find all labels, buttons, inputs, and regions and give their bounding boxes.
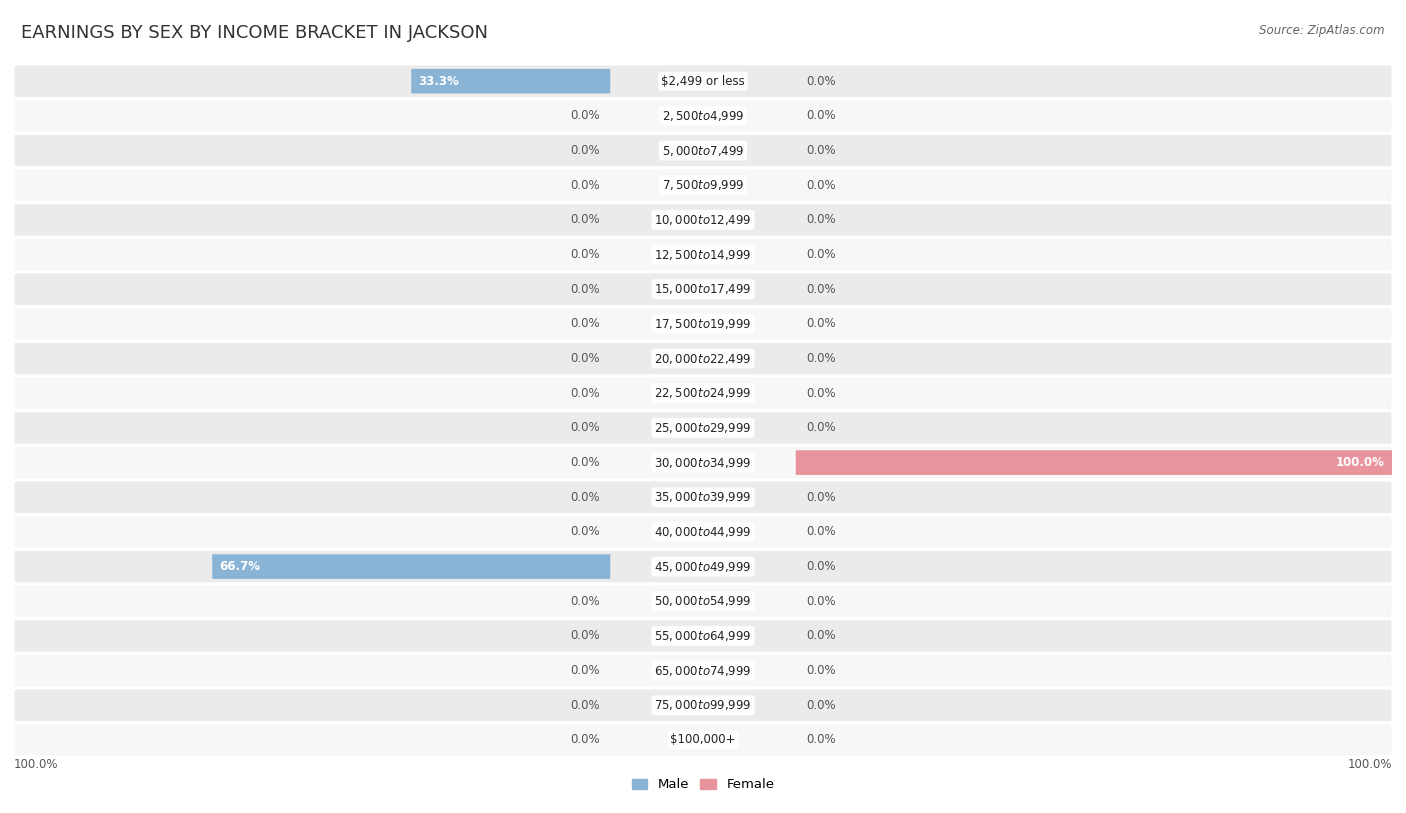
FancyBboxPatch shape [13, 654, 1393, 688]
Text: $2,499 or less: $2,499 or less [661, 75, 745, 88]
Text: 0.0%: 0.0% [807, 629, 837, 642]
Legend: Male, Female: Male, Female [626, 773, 780, 797]
Text: 0.0%: 0.0% [569, 248, 599, 261]
Text: 0.0%: 0.0% [569, 733, 599, 746]
Text: 0.0%: 0.0% [569, 421, 599, 434]
FancyBboxPatch shape [796, 450, 1392, 475]
FancyBboxPatch shape [13, 98, 1393, 133]
FancyBboxPatch shape [13, 376, 1393, 411]
Text: 0.0%: 0.0% [569, 144, 599, 157]
Text: 0.0%: 0.0% [569, 456, 599, 469]
Text: $5,000 to $7,499: $5,000 to $7,499 [662, 144, 744, 158]
Text: 0.0%: 0.0% [807, 110, 837, 122]
Text: $35,000 to $39,999: $35,000 to $39,999 [654, 490, 752, 504]
Text: 100.0%: 100.0% [1347, 758, 1392, 771]
Text: 0.0%: 0.0% [807, 317, 837, 330]
FancyBboxPatch shape [412, 69, 610, 93]
Text: 0.0%: 0.0% [569, 283, 599, 296]
Text: $30,000 to $34,999: $30,000 to $34,999 [654, 455, 752, 470]
Text: 0.0%: 0.0% [807, 213, 837, 226]
Text: 0.0%: 0.0% [807, 595, 837, 608]
Text: 0.0%: 0.0% [569, 525, 599, 538]
Text: 0.0%: 0.0% [807, 283, 837, 296]
Text: 0.0%: 0.0% [807, 491, 837, 504]
Text: 0.0%: 0.0% [807, 525, 837, 538]
FancyBboxPatch shape [13, 688, 1393, 723]
FancyBboxPatch shape [13, 723, 1393, 757]
FancyBboxPatch shape [13, 411, 1393, 445]
Text: $55,000 to $64,999: $55,000 to $64,999 [654, 629, 752, 643]
FancyBboxPatch shape [13, 341, 1393, 376]
Text: 0.0%: 0.0% [569, 387, 599, 400]
FancyBboxPatch shape [13, 584, 1393, 619]
Text: 0.0%: 0.0% [569, 179, 599, 192]
Text: EARNINGS BY SEX BY INCOME BRACKET IN JACKSON: EARNINGS BY SEX BY INCOME BRACKET IN JAC… [21, 24, 488, 42]
Text: 66.7%: 66.7% [219, 560, 260, 573]
Text: 0.0%: 0.0% [807, 179, 837, 192]
Text: 0.0%: 0.0% [807, 248, 837, 261]
Text: 0.0%: 0.0% [569, 699, 599, 711]
FancyBboxPatch shape [13, 307, 1393, 341]
Text: $2,500 to $4,999: $2,500 to $4,999 [662, 109, 744, 123]
Text: 0.0%: 0.0% [569, 213, 599, 226]
Text: 0.0%: 0.0% [569, 664, 599, 677]
Text: 0.0%: 0.0% [569, 110, 599, 122]
Text: 100.0%: 100.0% [14, 758, 59, 771]
Text: 0.0%: 0.0% [569, 595, 599, 608]
Text: 0.0%: 0.0% [569, 629, 599, 642]
FancyBboxPatch shape [13, 480, 1393, 515]
Text: $10,000 to $12,499: $10,000 to $12,499 [654, 213, 752, 227]
Text: 0.0%: 0.0% [569, 317, 599, 330]
Text: Source: ZipAtlas.com: Source: ZipAtlas.com [1260, 24, 1385, 37]
Text: 0.0%: 0.0% [807, 352, 837, 365]
Text: $45,000 to $49,999: $45,000 to $49,999 [654, 559, 752, 574]
FancyBboxPatch shape [13, 202, 1393, 237]
Text: 0.0%: 0.0% [807, 733, 837, 746]
Text: 100.0%: 100.0% [1336, 456, 1385, 469]
Text: $65,000 to $74,999: $65,000 to $74,999 [654, 663, 752, 677]
Text: $15,000 to $17,499: $15,000 to $17,499 [654, 282, 752, 296]
FancyBboxPatch shape [13, 272, 1393, 307]
FancyBboxPatch shape [13, 133, 1393, 167]
FancyBboxPatch shape [13, 168, 1393, 202]
Text: 0.0%: 0.0% [807, 421, 837, 434]
Text: $100,000+: $100,000+ [671, 733, 735, 746]
Text: $17,500 to $19,999: $17,500 to $19,999 [654, 317, 752, 331]
Text: $25,000 to $29,999: $25,000 to $29,999 [654, 421, 752, 435]
Text: $50,000 to $54,999: $50,000 to $54,999 [654, 594, 752, 608]
Text: $7,500 to $9,999: $7,500 to $9,999 [662, 178, 744, 192]
Text: 0.0%: 0.0% [807, 387, 837, 400]
Text: 0.0%: 0.0% [807, 699, 837, 711]
Text: $20,000 to $22,499: $20,000 to $22,499 [654, 351, 752, 366]
Text: 0.0%: 0.0% [569, 491, 599, 504]
Text: 0.0%: 0.0% [807, 560, 837, 573]
Text: 0.0%: 0.0% [807, 144, 837, 157]
FancyBboxPatch shape [13, 446, 1393, 480]
FancyBboxPatch shape [13, 550, 1393, 584]
Text: $12,500 to $14,999: $12,500 to $14,999 [654, 247, 752, 262]
Text: $40,000 to $44,999: $40,000 to $44,999 [654, 525, 752, 539]
FancyBboxPatch shape [13, 237, 1393, 272]
FancyBboxPatch shape [212, 554, 610, 579]
Text: 0.0%: 0.0% [807, 664, 837, 677]
Text: 0.0%: 0.0% [569, 352, 599, 365]
FancyBboxPatch shape [13, 64, 1393, 98]
FancyBboxPatch shape [13, 619, 1393, 653]
Text: 33.3%: 33.3% [419, 75, 460, 88]
FancyBboxPatch shape [13, 515, 1393, 549]
Text: $75,000 to $99,999: $75,000 to $99,999 [654, 698, 752, 712]
Text: 0.0%: 0.0% [807, 75, 837, 88]
Text: $22,500 to $24,999: $22,500 to $24,999 [654, 386, 752, 400]
